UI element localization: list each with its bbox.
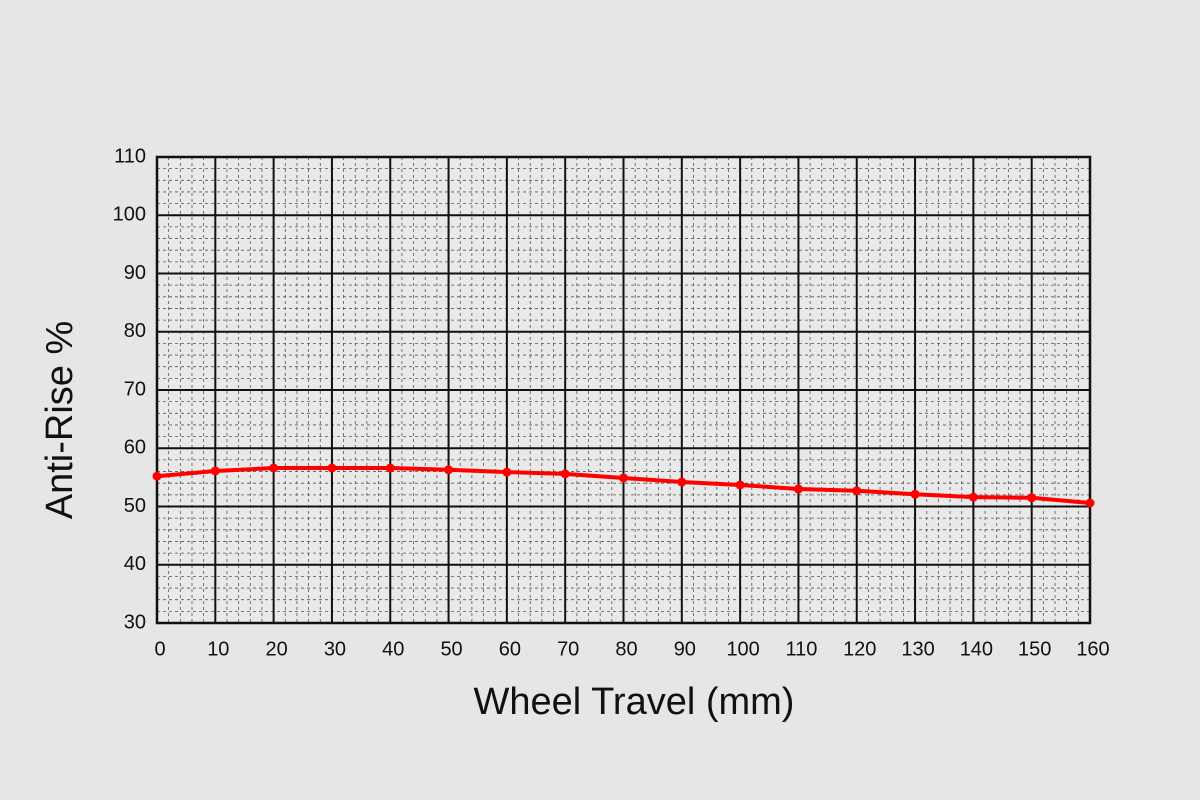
y-tick-label: 50 [124, 495, 146, 517]
x-tick-label: 120 [843, 638, 876, 660]
point [852, 486, 862, 496]
point [1027, 493, 1037, 503]
point [1085, 498, 1095, 508]
point [385, 463, 395, 473]
point [619, 473, 628, 483]
x-tick-label: 20 [266, 638, 288, 660]
y-tick-label: 110 [114, 145, 146, 167]
point [269, 463, 279, 473]
point [327, 463, 337, 473]
x-tick-label: 50 [440, 638, 462, 660]
x-tick-label: 140 [960, 638, 993, 660]
y-tick-label: 40 [124, 553, 146, 575]
point [502, 467, 512, 477]
point [735, 480, 745, 490]
point [968, 492, 978, 502]
x-axis-title: Wheel Travel (mm) [474, 681, 795, 723]
point [677, 477, 687, 487]
x-tick-label: 130 [901, 638, 934, 660]
y-axis-title: Anti-Rise % [39, 321, 81, 520]
point [560, 469, 570, 479]
point [793, 484, 803, 494]
point [444, 465, 454, 475]
x-tick-label: 10 [207, 638, 229, 660]
y-tick-label: 30 [124, 611, 146, 633]
x-tick-label: 160 [1076, 638, 1109, 660]
x-tick-label: 100 [726, 638, 759, 660]
point [152, 471, 162, 481]
x-tick-label: 0 [154, 638, 165, 660]
x-tick-label: 70 [557, 638, 579, 660]
y-tick-label: 70 [124, 378, 146, 400]
y-tick-label: 80 [124, 320, 146, 342]
x-tick-label: 60 [499, 638, 521, 660]
plot-frame [155, 155, 1092, 625]
x-tick-label: 40 [382, 638, 404, 660]
point [910, 489, 920, 499]
x-tick-label: 30 [324, 638, 346, 660]
x-tick-label: 150 [1018, 638, 1051, 660]
y-tick-label: 60 [124, 437, 146, 459]
y-tick-label: 90 [124, 262, 146, 284]
point [210, 466, 220, 476]
x-tick-label: 80 [615, 638, 637, 660]
x-tick-label: 90 [674, 638, 696, 660]
y-tick-label: 100 [113, 204, 146, 226]
x-tick-label: 110 [785, 638, 817, 660]
